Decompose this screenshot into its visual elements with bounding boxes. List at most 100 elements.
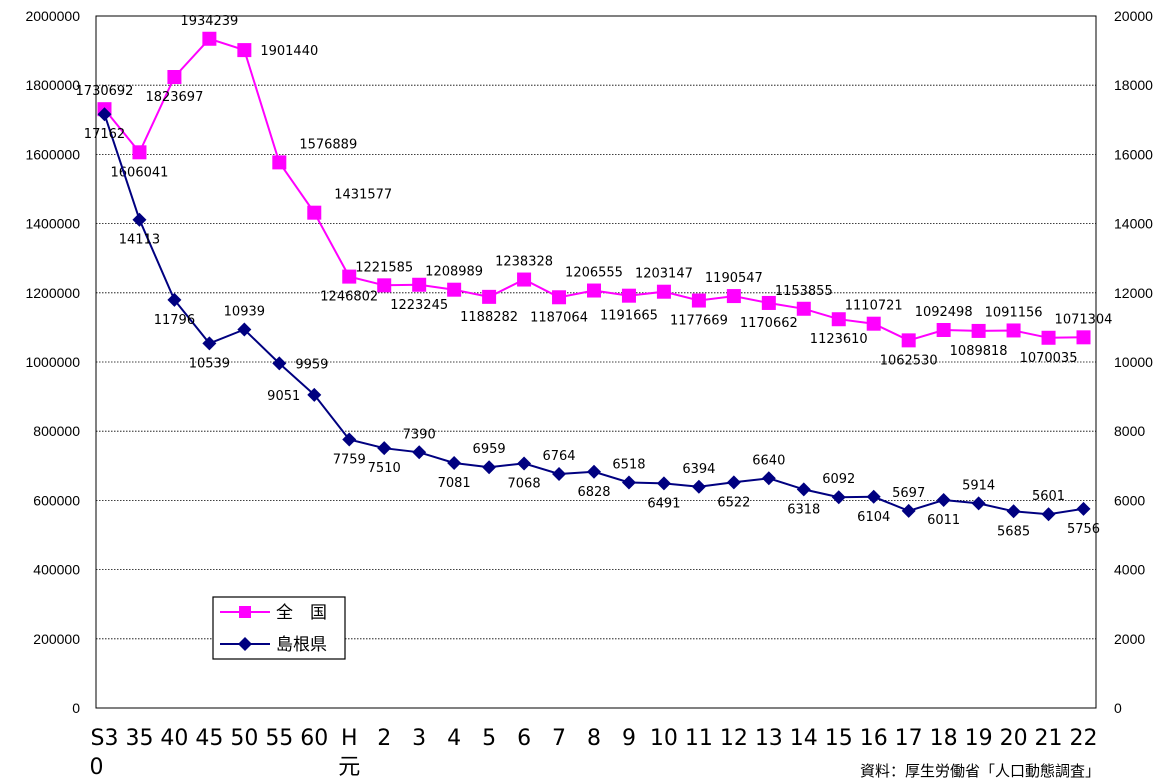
data-point-shimane — [342, 432, 357, 447]
y-right-tick-label: 10000 — [1114, 354, 1153, 370]
data-label-zenkoku: 1191665 — [600, 309, 658, 324]
y-left-tick-label: 2000000 — [25, 8, 80, 24]
data-point-zenkoku — [552, 290, 567, 305]
series-group: 1730692 1606041 1823697 1934239 1901440 15768… — [76, 14, 1113, 540]
data-label-zenkoku: 1576889 — [299, 137, 357, 152]
data-point-zenkoku — [971, 323, 986, 338]
data-point-shimane — [726, 475, 741, 490]
data-point-shimane — [656, 476, 671, 491]
data-point-zenkoku — [621, 288, 636, 303]
x-tick-label: 2 — [377, 726, 391, 751]
data-label-zenkoku: 1431577 — [334, 188, 392, 203]
y-right-tick-label: 0 — [1114, 700, 1122, 716]
x-tick-label: 12 — [720, 726, 748, 751]
data-point-zenkoku — [831, 312, 846, 327]
legend-label-zenkoku: 全 国 — [276, 603, 327, 623]
x-tick-label: 20 — [1000, 726, 1028, 751]
y-left-tick-label: 800000 — [33, 423, 80, 439]
data-label-shimane: 7510 — [368, 461, 401, 476]
data-point-shimane — [761, 471, 776, 486]
y-left-tick-label: 600000 — [33, 492, 80, 508]
data-label-shimane: 5601 — [1032, 489, 1065, 504]
data-point-shimane — [132, 212, 147, 227]
y-right-tick-label: 4000 — [1114, 562, 1145, 578]
x-tick-label: 3 — [412, 726, 426, 751]
data-point-shimane — [377, 441, 392, 456]
x-tick-label: 60 — [300, 726, 328, 751]
data-label-shimane: 6318 — [787, 502, 820, 517]
x-tick-label: S3 — [91, 726, 119, 751]
data-point-zenkoku — [377, 278, 392, 293]
data-point-shimane — [167, 292, 182, 307]
data-label-zenkoku: 1188282 — [460, 310, 518, 325]
x-tick-label: 15 — [825, 726, 853, 751]
data-label-shimane: 9051 — [267, 389, 300, 404]
y-right-tick-label: 14000 — [1114, 216, 1153, 232]
data-point-shimane — [587, 464, 601, 479]
y-right-tick-label: 18000 — [1114, 77, 1153, 93]
x-tick-label: 4 — [447, 726, 461, 751]
legend-label-shimane: 島根県 — [276, 635, 327, 655]
y-left-tick-label: 200000 — [33, 631, 80, 647]
x-tick-label: 35 — [125, 726, 153, 751]
data-point-zenkoku — [202, 31, 217, 46]
right-axis-ticks: 0 2000 4000 6000 8000 10000 12000 14000 16000 180… — [1114, 8, 1153, 716]
data-point-zenkoku — [342, 269, 357, 284]
x-tick-label: 8 — [587, 726, 601, 751]
data-label-zenkoku: 1170662 — [740, 316, 798, 331]
data-label-shimane: 7068 — [508, 476, 541, 491]
data-label-shimane: 6518 — [612, 457, 645, 472]
y-right-tick-label: 2000 — [1114, 631, 1145, 647]
data-point-zenkoku — [272, 155, 287, 170]
data-label-zenkoku: 1091156 — [985, 305, 1043, 320]
legend: 全 国 島根県 — [212, 596, 346, 660]
data-label-shimane: 7081 — [438, 476, 471, 491]
data-label-zenkoku: 1208989 — [425, 265, 483, 280]
data-point-shimane — [482, 460, 497, 475]
x-tick-label: 9 — [622, 726, 636, 751]
y-left-tick-label: 400000 — [33, 562, 80, 578]
data-label-zenkoku: 1221585 — [355, 260, 413, 275]
legend-marker-shimane — [238, 637, 252, 651]
data-point-zenkoku — [901, 333, 916, 348]
data-label-zenkoku: 1089818 — [950, 344, 1008, 359]
x-tick-label: 16 — [860, 726, 888, 751]
x-tick-label: 5 — [482, 726, 496, 751]
data-point-shimane — [936, 493, 951, 508]
data-label-shimane: 7759 — [333, 453, 366, 468]
data-point-zenkoku — [726, 289, 741, 304]
x-tick-label-line2: 元 — [338, 755, 360, 780]
data-label-zenkoku: 1823697 — [145, 90, 203, 105]
data-point-zenkoku — [412, 277, 427, 292]
data-label-zenkoku: 1070035 — [1020, 351, 1078, 366]
x-tick-label: 18 — [930, 726, 958, 751]
data-label-zenkoku: 1238328 — [495, 255, 553, 270]
data-label-shimane: 6522 — [717, 495, 750, 510]
data-label-zenkoku: 1206555 — [565, 266, 623, 281]
data-label-shimane: 17162 — [84, 127, 125, 142]
y-left-tick-label: 0 — [72, 700, 80, 716]
data-label-zenkoku: 1153855 — [775, 284, 833, 299]
data-point-shimane — [97, 107, 112, 122]
data-point-zenkoku — [517, 272, 532, 287]
data-point-shimane — [831, 490, 846, 505]
data-label-shimane: 5697 — [892, 486, 925, 501]
y-left-tick-label: 1800000 — [25, 77, 80, 93]
data-point-zenkoku — [237, 43, 252, 58]
data-label-shimane: 6491 — [647, 496, 680, 511]
x-tick-label: 21 — [1035, 726, 1063, 751]
x-tick-label: 22 — [1070, 726, 1098, 751]
data-point-zenkoku — [447, 282, 462, 297]
y-right-tick-label: 16000 — [1114, 146, 1153, 162]
data-label-zenkoku: 1187064 — [530, 310, 588, 325]
x-tick-label: 55 — [265, 726, 293, 751]
data-label-zenkoku: 1110721 — [845, 299, 903, 314]
data-label-shimane: 11796 — [154, 313, 195, 328]
data-point-zenkoku — [1041, 330, 1056, 345]
data-label-shimane: 5756 — [1067, 522, 1100, 537]
data-point-zenkoku — [866, 316, 881, 331]
data-point-zenkoku — [482, 289, 497, 304]
data-point-shimane — [901, 503, 916, 518]
data-point-shimane — [866, 489, 881, 504]
